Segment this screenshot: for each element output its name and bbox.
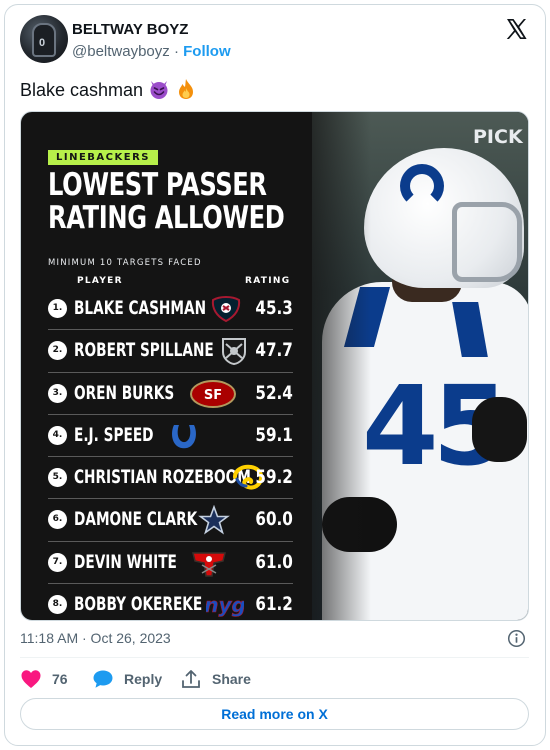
- player-row: 2. ROBERT SPILLANE 47.7: [48, 330, 293, 373]
- player-row: 1. BLAKE CASHMAN 45.3: [48, 288, 293, 331]
- tweet-media-graphic[interactable]: 45 PICK LINEBACKERS LOWEST PASSER RATING…: [20, 111, 529, 621]
- follow-button[interactable]: Follow: [183, 43, 231, 60]
- rating-value: 52.4: [255, 381, 293, 404]
- title-line-1: LOWEST PASSER: [48, 167, 267, 203]
- title-line-2: RATING ALLOWED: [48, 200, 285, 236]
- svg-text:SF: SF: [204, 388, 222, 403]
- brand-logo: PICK: [473, 126, 523, 148]
- author-handle-line: @beltwayboyz · Follow: [72, 43, 231, 60]
- giants-logo-icon: nyg: [206, 593, 244, 618]
- player-row: 3. OREN BURKS SF 52.4: [48, 373, 293, 415]
- tweet-text: Blake cashman: [20, 78, 197, 101]
- info-icon[interactable]: [507, 629, 526, 648]
- texans-logo-icon: [211, 296, 241, 323]
- player-list: 1. BLAKE CASHMAN 45.3 2. ROBERT SPILLANE…: [48, 288, 293, 620]
- buccaneers-logo-icon: [192, 552, 226, 577]
- 49ers-logo-icon: SF: [190, 379, 236, 408]
- rating-value: 61.2: [255, 593, 293, 616]
- reply-button[interactable]: Reply: [92, 668, 172, 690]
- rank-badge: 8.: [48, 595, 67, 615]
- photo-fade: [261, 112, 371, 620]
- player-row: 4. E.J. SPEED 59.1: [48, 415, 293, 458]
- share-icon: [182, 670, 200, 688]
- rank-badge: 1.: [48, 299, 67, 318]
- reply-label: Reply: [124, 671, 163, 687]
- avatar-jersey-number: 0: [39, 37, 46, 49]
- handle-separator: ·: [173, 43, 179, 60]
- rating-value: 59.1: [255, 423, 293, 446]
- graphic-title: LOWEST PASSER RATING ALLOWED: [48, 167, 285, 236]
- divider: [20, 657, 529, 658]
- player-name: DEVIN WHITE: [74, 550, 177, 573]
- fire-icon: [179, 79, 194, 99]
- rating-value: 47.7: [255, 339, 293, 362]
- player-name: OREN BURKS: [74, 381, 175, 404]
- column-header-rating: RATING: [245, 276, 291, 286]
- rams-logo-icon: [233, 465, 264, 490]
- colts-logo-icon: [172, 424, 196, 449]
- player-row: 8. BOBBY OKEREKE nyg 61.2: [48, 584, 293, 620]
- rank-badge: 7.: [48, 552, 67, 572]
- svg-text:nyg: nyg: [206, 593, 244, 617]
- column-header-player: PLAYER: [77, 276, 123, 286]
- like-count: 76: [52, 671, 68, 687]
- share-button[interactable]: Share: [180, 668, 260, 690]
- tweet-timestamp[interactable]: 11:18 AM · Oct 26, 2023: [20, 630, 171, 646]
- player-name: ROBERT SPILLANE: [74, 339, 214, 362]
- rank-badge: 2.: [48, 341, 67, 361]
- graphic-subtitle: MINIMUM 10 TARGETS FACED: [48, 258, 202, 268]
- share-label: Share: [212, 671, 251, 687]
- raiders-logo-icon: [222, 338, 246, 366]
- position-tag: LINEBACKERS: [48, 150, 158, 165]
- avatar[interactable]: 0: [20, 15, 68, 63]
- heart-icon: [21, 670, 41, 688]
- rating-value: 61.0: [255, 550, 293, 573]
- rank-badge: 5.: [48, 468, 67, 488]
- rating-value: 60.0: [255, 508, 293, 531]
- player-row: 5. CHRISTIAN ROZEBOOM 59.2: [48, 457, 293, 500]
- author-name[interactable]: BELTWAY BOYZ: [72, 21, 189, 38]
- player-name: DAMONE CLARK: [74, 508, 198, 531]
- read-more-button[interactable]: Read more on X: [20, 698, 529, 730]
- smiling-devil-icon: [150, 81, 168, 99]
- rating-value: 59.2: [255, 466, 293, 489]
- avatar-figure: [32, 23, 56, 57]
- helmet-horseshoe-icon: [400, 164, 444, 208]
- rank-badge: 6.: [48, 510, 67, 530]
- x-logo-icon[interactable]: [504, 17, 528, 41]
- like-button[interactable]: 76: [20, 668, 90, 690]
- player-row: 6. DAMONE CLARK 60.0: [48, 499, 293, 542]
- player-name: E.J. SPEED: [74, 423, 154, 446]
- player-name: CHRISTIAN ROZEBOOM: [74, 466, 251, 489]
- rating-value: 45.3: [255, 297, 293, 319]
- author-handle[interactable]: @beltwayboyz: [72, 43, 170, 60]
- player-row: 7. DEVIN WHITE 61.0: [48, 542, 293, 585]
- facemask: [452, 202, 522, 282]
- tweet-body: Blake cashman: [20, 80, 144, 100]
- cowboys-logo-icon: [198, 505, 230, 535]
- player-name: BOBBY OKEREKE: [74, 593, 203, 616]
- reply-bubble-icon: [93, 670, 113, 688]
- player-name: BLAKE CASHMAN: [74, 297, 207, 319]
- glove: [472, 397, 527, 462]
- rank-badge: 3.: [48, 383, 67, 403]
- rank-badge: 4.: [48, 425, 67, 445]
